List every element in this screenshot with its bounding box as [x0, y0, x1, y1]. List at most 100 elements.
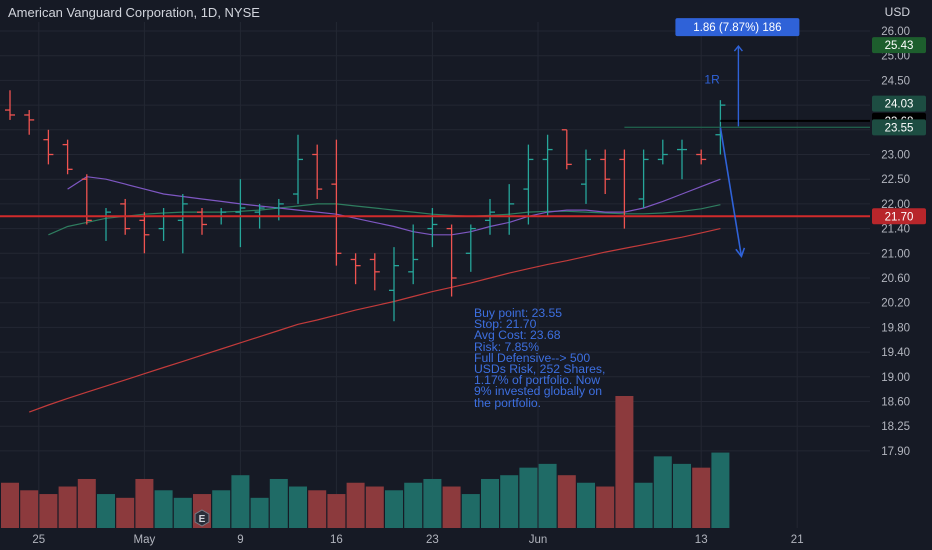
ohlc-bar [369, 253, 380, 291]
volume-bar [538, 463, 557, 528]
last-badge-label: 24.03 [885, 99, 914, 111]
y-tick-label: 19.80 [881, 322, 910, 334]
measure-arrowhead [733, 44, 743, 52]
volume-bar [97, 494, 115, 528]
stop-arrowhead [735, 247, 746, 259]
y-tick-label: 26.00 [881, 26, 910, 38]
ohlc-bar [5, 90, 15, 120]
volume-bar [634, 482, 653, 528]
measure-label: 1.86 (7.87%) 186 [693, 22, 781, 34]
ohlc-bar [62, 139, 73, 175]
volume-bar [404, 482, 423, 528]
ohlc-bar [523, 144, 534, 225]
ohlc-bar [600, 149, 611, 195]
y-tick-label: 22.50 [881, 174, 910, 186]
target-badge [872, 37, 926, 54]
ohlc-bar [638, 149, 649, 209]
ohlc-bar [389, 247, 399, 322]
volume-bar [135, 478, 154, 528]
y-tick-label: 17.90 [881, 446, 910, 458]
buy-point-badge-label: 23.55 [885, 122, 914, 134]
note-line: USDs Risk, 252 Shares, [474, 362, 606, 377]
x-tick-label: 13 [695, 534, 708, 546]
note-line: Full Defensive--> 500 [474, 350, 591, 365]
y-tick-label: 18.60 [881, 397, 910, 409]
volume-bar [519, 467, 538, 528]
ohlc-bar [696, 149, 707, 165]
volume-bar [20, 490, 39, 528]
x-tick-label: 23 [426, 534, 439, 546]
last-badge [872, 95, 926, 112]
note-line: 1.17% of portfolio. Now [474, 373, 601, 388]
earnings-marker [194, 509, 210, 527]
volume-bar [346, 482, 365, 528]
y-tick-label: 21.40 [881, 224, 910, 236]
trade-note: Buy point: 23.55 Stop: 21.70 Avg Cost: 2… [474, 307, 654, 410]
y-tick-label: 24.50 [881, 75, 910, 87]
volume-bar [116, 497, 135, 528]
ohlc-bar [24, 110, 35, 135]
y-tick-label: 21.00 [881, 248, 910, 260]
x-tick-label: 9 [237, 534, 243, 546]
volume-bar [500, 475, 519, 528]
ohlc-bar [101, 208, 111, 241]
ohlc-bar [293, 134, 303, 204]
stop-arrow-line [719, 127, 743, 257]
volume-bar [385, 490, 403, 528]
ohlc-bar [331, 139, 342, 266]
ohlc-bar [427, 208, 438, 248]
y-tick-label: 20.60 [881, 273, 910, 285]
volume-bar [577, 482, 595, 528]
volume-bar [461, 494, 480, 528]
volume-bar [673, 463, 691, 528]
volume-bar [289, 486, 307, 528]
volume-bar [173, 497, 192, 528]
y-tick-label: 22.00 [881, 199, 910, 211]
note-line: the portfolio. [474, 395, 542, 410]
y-tick-label: 19.00 [881, 372, 910, 384]
x-tick-label: May [134, 534, 156, 546]
ohlc-bar [581, 149, 591, 204]
earnings-marker-label: E [199, 514, 206, 525]
buy-point-badge [872, 119, 926, 136]
volume-bar [557, 475, 576, 528]
y-tick-label: 20.20 [881, 298, 910, 310]
volume-bar [596, 486, 615, 528]
volume-bar [423, 478, 442, 528]
volume-bar [1, 482, 19, 528]
ohlc-bar [465, 224, 476, 272]
volume-bar [615, 396, 634, 528]
volume-bar [692, 467, 711, 528]
currency-label: USD [884, 5, 910, 19]
note-line: Risk: 7.85% [474, 339, 540, 354]
x-tick-label: Jun [529, 534, 548, 546]
ohlc-bar [235, 179, 246, 248]
volume-bar [711, 452, 730, 528]
stop-badge-label: 21.70 [885, 211, 914, 223]
ohlc-bar [677, 139, 687, 180]
ohlc-bar [139, 212, 150, 254]
volume-bar [58, 486, 77, 528]
note-line: Stop: 21.70 [474, 317, 537, 332]
ohlc-bar [43, 129, 54, 165]
ohlc-bar [350, 253, 361, 285]
volume-bar [77, 478, 96, 528]
ohlc-bar [561, 129, 572, 170]
volume-bar [154, 490, 173, 528]
r-multiple-label: 1R [704, 73, 720, 87]
x-tick-label: 25 [32, 534, 45, 546]
measure-label-box [675, 18, 800, 37]
ohlc-bar [542, 134, 553, 217]
volume-bar [231, 475, 250, 528]
moving-average-fast [67, 176, 721, 236]
volume-bar [365, 486, 384, 528]
volume-bar [212, 490, 231, 528]
ohlc-bar [446, 224, 457, 297]
volume-bar [442, 486, 461, 528]
moving-average-slow [28, 228, 721, 413]
y-tick-label: 18.25 [881, 421, 910, 433]
ohlc-bar [312, 144, 323, 199]
x-tick-label: 21 [791, 534, 804, 546]
